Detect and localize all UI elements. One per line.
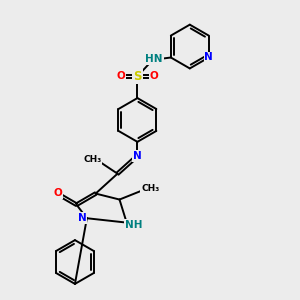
Text: O: O bbox=[150, 71, 158, 81]
Text: N: N bbox=[133, 151, 142, 161]
Text: HN: HN bbox=[146, 55, 163, 64]
Text: N: N bbox=[204, 52, 213, 62]
Text: S: S bbox=[133, 70, 142, 83]
Text: N: N bbox=[78, 213, 86, 223]
Text: CH₃: CH₃ bbox=[141, 184, 159, 193]
Text: CH₃: CH₃ bbox=[83, 155, 102, 164]
Text: NH: NH bbox=[125, 220, 142, 230]
Text: O: O bbox=[53, 188, 62, 198]
Text: O: O bbox=[116, 71, 125, 81]
